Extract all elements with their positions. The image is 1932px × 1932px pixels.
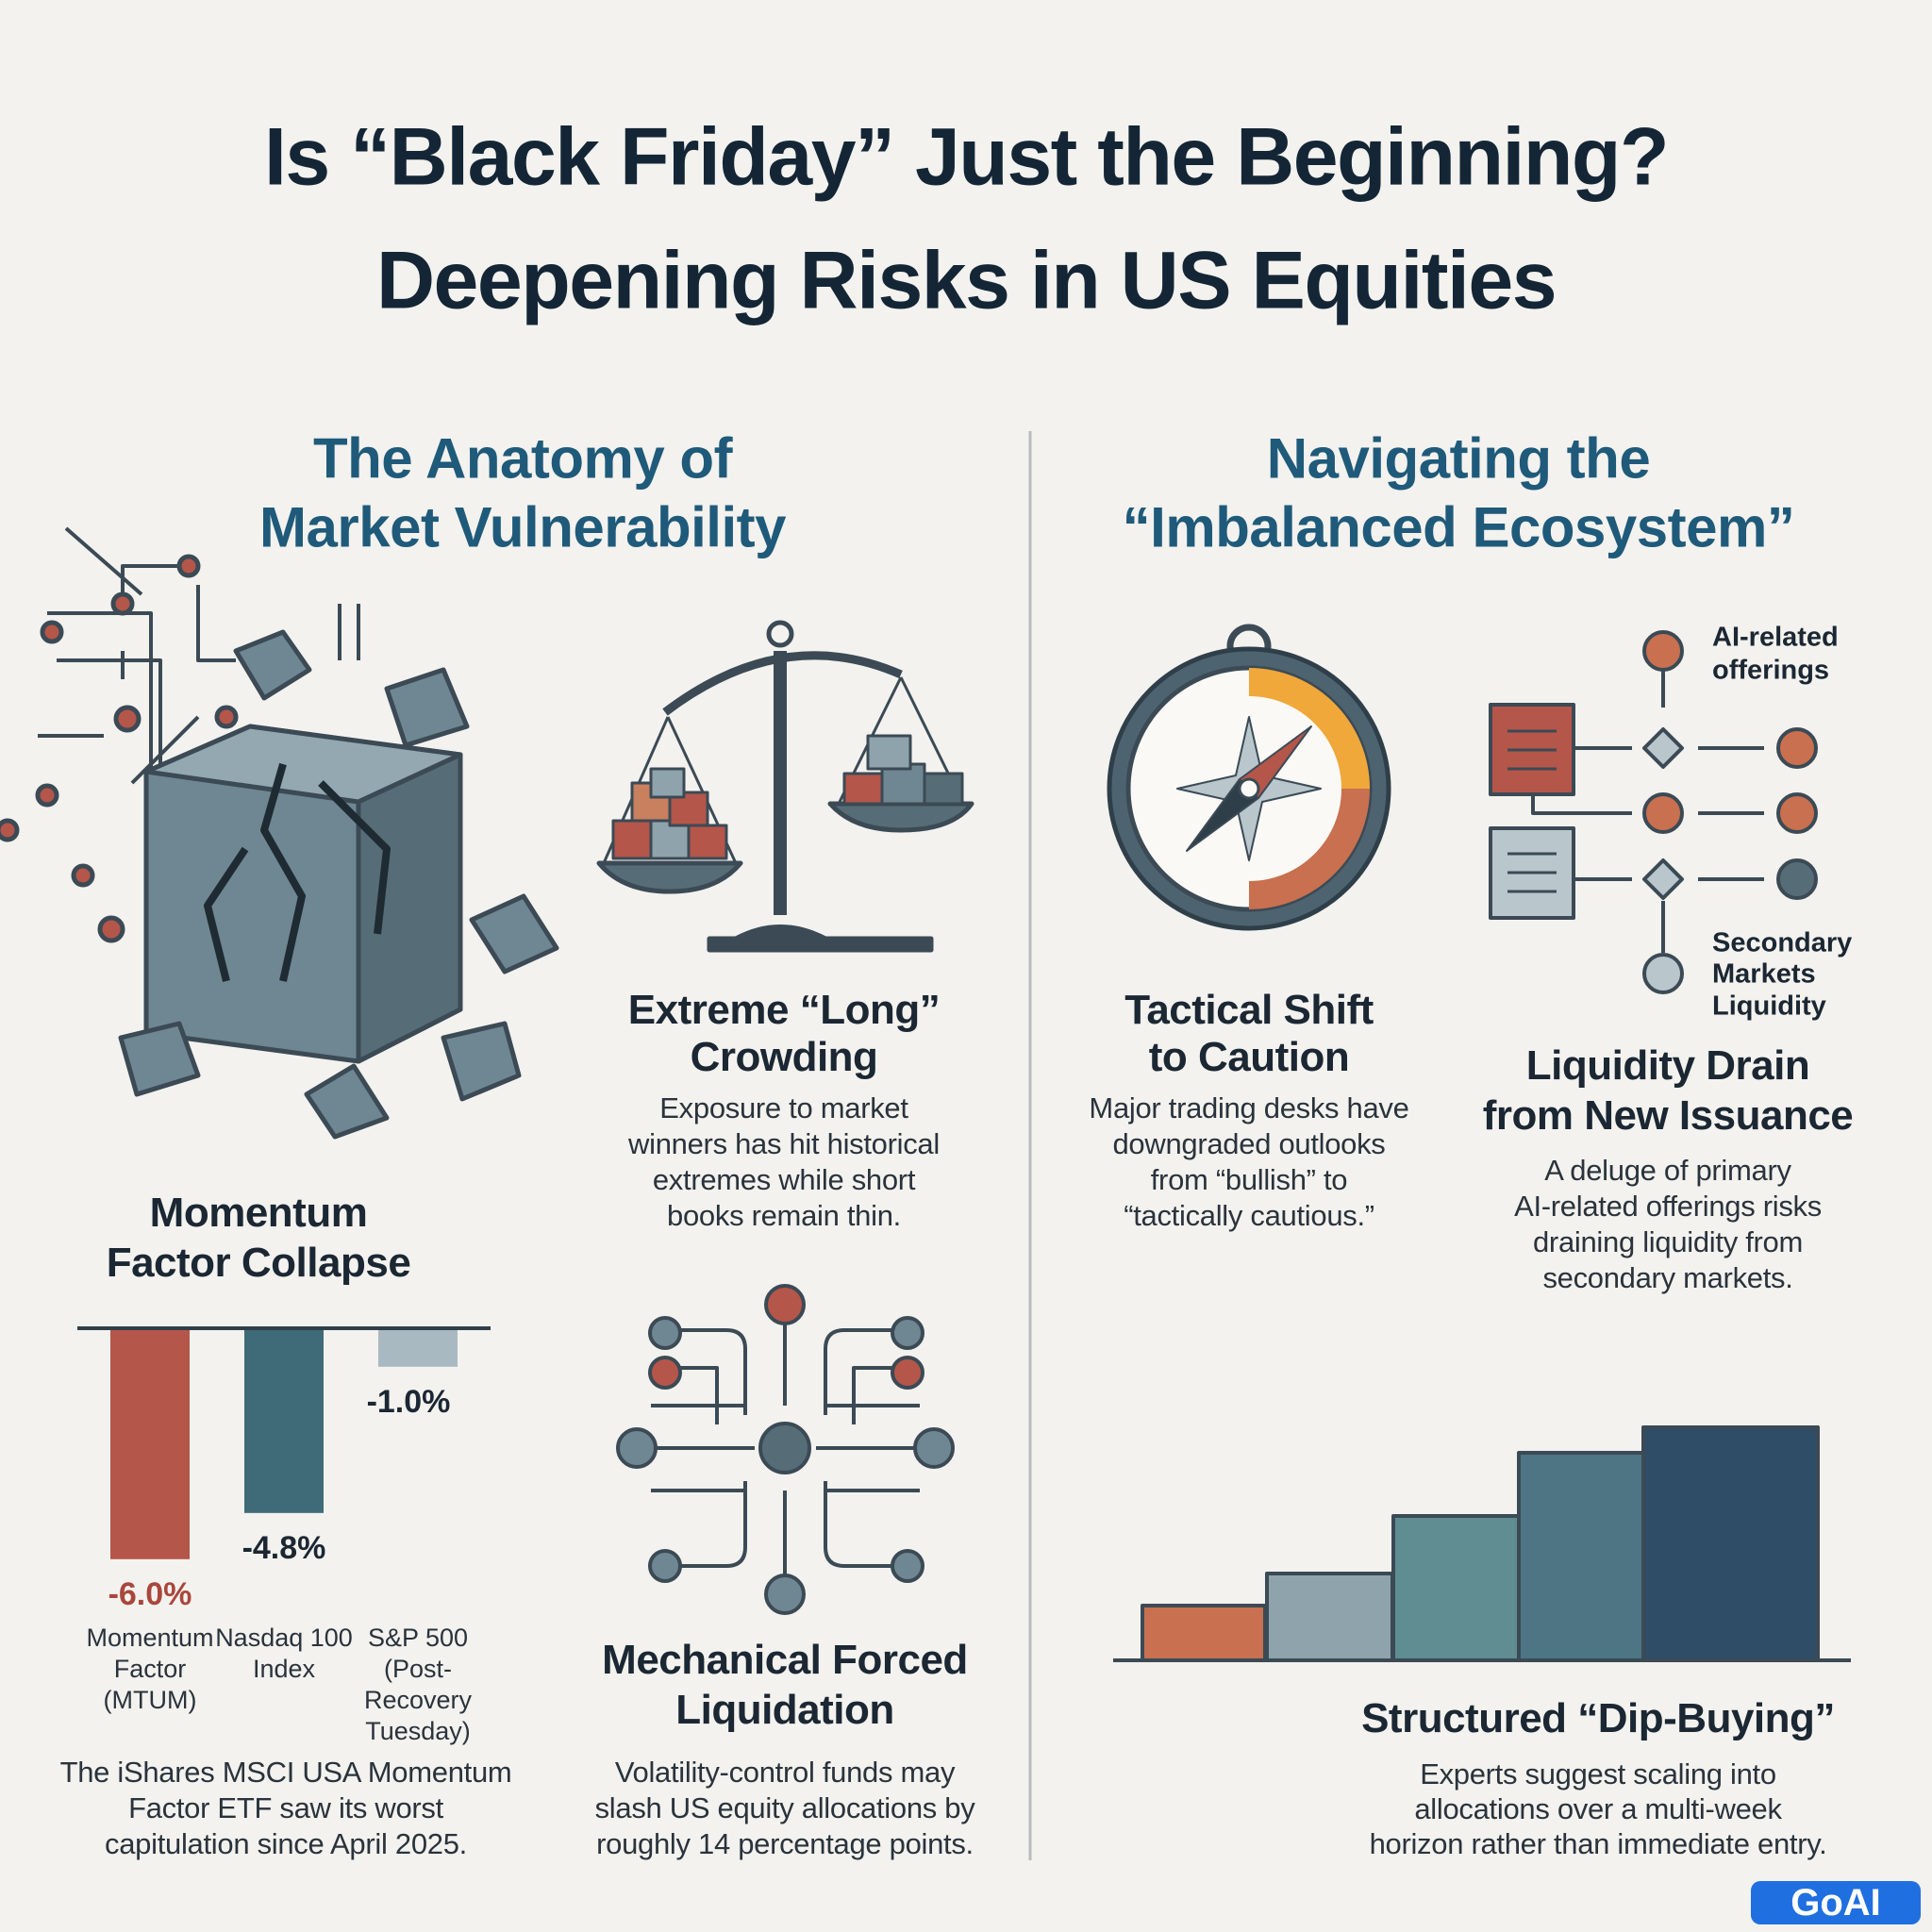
card-text: secondary markets. <box>1542 1261 1793 1294</box>
card-title: Factor Collapse <box>106 1240 411 1286</box>
diagram-label: offerings <box>1712 655 1830 686</box>
compass-icon <box>1107 624 1391 931</box>
card-text: downgraded outlooks <box>1112 1127 1386 1160</box>
card-text: A deluge of primary <box>1544 1154 1791 1187</box>
card-text: Volatility-control funds may <box>614 1756 956 1789</box>
bar <box>378 1328 458 1367</box>
bar <box>110 1328 190 1559</box>
card-text: AI-related offerings risks <box>1514 1190 1822 1223</box>
logo: GoAI <box>1751 1881 1921 1924</box>
card-text: roughly 14 percentage points. <box>596 1827 974 1860</box>
card-text: slash US equity allocations by <box>594 1791 975 1824</box>
card-text: Experts suggest scaling into <box>1420 1757 1776 1790</box>
category-label: Momentum Factor (MTUM) <box>86 1624 214 1714</box>
card-text: The iShares MSCI USA Momentum <box>59 1756 512 1789</box>
card-text: Exposure to market <box>659 1091 908 1124</box>
diagram-label: Markets <box>1712 958 1816 990</box>
card-text: capitulation since April 2025. <box>105 1827 467 1860</box>
card-title: Tactical Shift <box>1124 987 1374 1033</box>
network-icon <box>616 1284 955 1615</box>
card-title: Structured “Dip-Buying” <box>1361 1695 1835 1741</box>
balance-scale-icon <box>596 620 974 953</box>
diagram-label: Secondary <box>1712 927 1853 958</box>
card-title: Crowding <box>690 1034 878 1080</box>
value-label: -6.0% <box>108 1576 192 1612</box>
flow-diagram-icon <box>1489 630 1818 994</box>
value-label: -4.8% <box>242 1530 326 1566</box>
card-text: extremes while short <box>652 1163 916 1196</box>
bar <box>244 1328 324 1513</box>
section-heading: Navigating the <box>1266 426 1651 491</box>
category-label: Nasdaq 100 Index <box>215 1624 353 1683</box>
diagram-label: AI-related <box>1712 622 1839 653</box>
value-label: -1.0% <box>367 1384 451 1420</box>
cracked-cube-icon <box>0 526 559 1140</box>
section-heading: “Imbalanced Ecosystem” <box>1122 495 1795 559</box>
card-text: draining liquidity from <box>1532 1225 1804 1258</box>
section-heading: The Anatomy of <box>312 426 733 491</box>
card-text: from “bullish” to <box>1150 1163 1348 1196</box>
card-title: Extreme “Long” <box>627 987 941 1033</box>
category-label: S&P 500 (Post-Recovery Tuesday) <box>363 1624 473 1745</box>
card-title: Liquidity Drain <box>1525 1042 1810 1089</box>
card-text: Factor ETF saw its worst <box>128 1791 443 1824</box>
card-text: “tactically cautious.” <box>1124 1199 1374 1232</box>
card-title: from New Issuance <box>1482 1092 1854 1139</box>
card-title: Momentum <box>149 1190 368 1236</box>
title: Is “Black Friday” Just the Beginning? <box>263 111 1670 203</box>
card-title: to Caution <box>1148 1034 1350 1080</box>
card-text: allocations over a multi-week <box>1414 1792 1782 1825</box>
card-text: Major trading desks have <box>1089 1091 1409 1124</box>
diagram-label: Liquidity <box>1712 991 1826 1022</box>
section-heading: Market Vulnerability <box>259 495 786 559</box>
stairs-icon <box>1113 1425 1851 1662</box>
card-text: winners has hit historical <box>628 1127 940 1160</box>
title: Deepening Risks in US Equities <box>375 235 1557 326</box>
card-title: Liquidation <box>675 1687 894 1733</box>
card-title: Mechanical Forced <box>602 1637 968 1683</box>
card-text: books remain thin. <box>667 1199 901 1232</box>
card-text: horizon rather than immediate entry. <box>1369 1827 1827 1860</box>
